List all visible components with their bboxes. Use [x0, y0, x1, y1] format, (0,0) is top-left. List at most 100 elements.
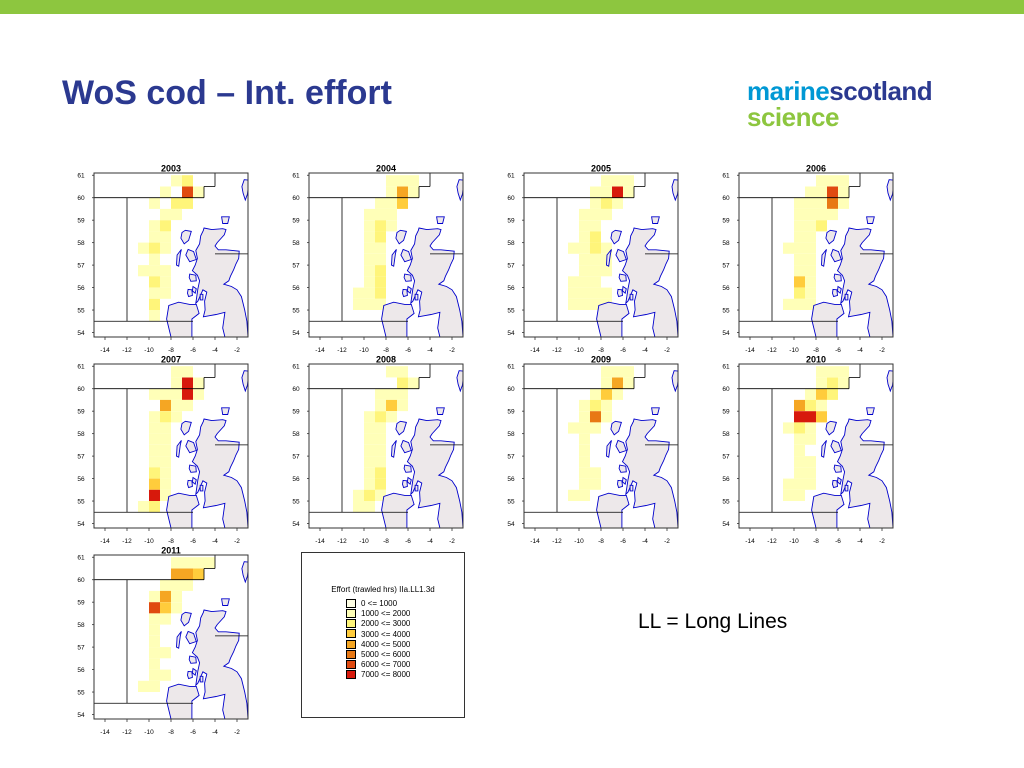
- y-tick-label: 60: [722, 195, 730, 202]
- effort-cell: [171, 590, 182, 603]
- effort-cell: [794, 231, 805, 243]
- effort-cell: [590, 186, 601, 198]
- effort-cell: [149, 310, 160, 322]
- effort-cell: [601, 197, 612, 209]
- effort-cell: [386, 366, 397, 378]
- coastline-island: [606, 249, 612, 267]
- y-tick-label: 54: [722, 330, 730, 337]
- x-tick-label: -14: [530, 347, 540, 354]
- effort-cell: [364, 444, 375, 457]
- y-tick-label: 59: [722, 409, 730, 416]
- effort-cell: [794, 422, 805, 434]
- effort-cell: [816, 175, 827, 187]
- coastline-island: [837, 285, 842, 295]
- effort-cell: [579, 467, 590, 479]
- effort-cell: [601, 175, 612, 187]
- y-tick-label: 60: [77, 577, 85, 584]
- y-tick-label: 56: [722, 476, 730, 483]
- coastline-island: [629, 484, 634, 492]
- coastline-island: [176, 440, 182, 458]
- y-tick-label: 55: [507, 308, 515, 315]
- effort-cell: [827, 208, 838, 221]
- y-tick-label: 54: [77, 521, 85, 528]
- effort-cell: [364, 231, 375, 243]
- effort-cell: [375, 411, 386, 423]
- y-tick-label: 56: [722, 285, 730, 292]
- effort-cell: [579, 433, 590, 445]
- x-tick-label: -14: [745, 347, 755, 354]
- y-tick-label: 55: [292, 499, 300, 506]
- effort-cell: [149, 287, 160, 299]
- effort-cell: [149, 422, 160, 434]
- effort-cell: [160, 422, 171, 434]
- coastline-island: [414, 484, 419, 492]
- effort-cell: [612, 377, 623, 389]
- coastline-island: [180, 229, 192, 245]
- x-tick-label: -14: [100, 538, 110, 545]
- coastline-island: [844, 293, 849, 301]
- x-tick-label: -2: [664, 347, 670, 354]
- effort-cell: [138, 680, 149, 692]
- effort-cell: [805, 276, 816, 288]
- legend-label: 2000 <= 3000: [361, 619, 411, 629]
- effort-cell: [160, 579, 171, 591]
- effort-cell: [601, 186, 612, 198]
- effort-cell: [568, 422, 579, 434]
- effort-cell: [612, 186, 623, 198]
- legend-title: Effort (trawled hrs) IIa.LL1.3d: [331, 585, 435, 594]
- coastline-island: [187, 288, 193, 298]
- effort-cell: [160, 467, 171, 479]
- x-tick-label: -12: [552, 347, 562, 354]
- effort-cell: [805, 456, 816, 468]
- y-tick-label: 55: [77, 308, 85, 315]
- y-tick-label: 58: [77, 622, 85, 629]
- coastline-island: [185, 439, 197, 454]
- effort-map-2003: 2003 61 60 59 58 57 56 55 54 -14 -12 -10 -8 -6 -4 -2: [77, 164, 249, 354]
- effort-cell: [149, 590, 160, 603]
- coastline-island: [618, 273, 627, 282]
- effort-cell: [827, 388, 838, 400]
- effort-cell: [601, 388, 612, 400]
- effort-cell: [375, 478, 386, 490]
- effort-cell: [397, 197, 408, 209]
- x-tick-label: -10: [144, 347, 154, 354]
- x-tick-label: -2: [664, 538, 670, 545]
- coastline-mainland: [191, 227, 248, 337]
- coastline-mainland: [836, 418, 893, 528]
- coastline-island: [185, 630, 197, 645]
- effort-cell: [149, 411, 160, 423]
- effort-cell: [783, 478, 794, 490]
- effort-cell: [160, 388, 171, 400]
- y-tick-label: 57: [507, 454, 515, 461]
- effort-cell: [816, 197, 827, 209]
- x-tick-label: -2: [879, 347, 885, 354]
- effort-cell: [838, 197, 849, 209]
- x-tick-label: -6: [835, 538, 841, 545]
- effort-cell: [171, 602, 182, 614]
- effort-cell: [182, 366, 193, 378]
- effort-cell: [612, 388, 623, 400]
- effort-cell: [794, 197, 805, 209]
- coastline-ireland: [596, 492, 630, 528]
- effort-cell: [816, 388, 827, 400]
- effort-cell: [193, 377, 204, 389]
- map-title: 2009: [591, 355, 611, 365]
- coastline-island: [866, 407, 875, 415]
- y-tick-label: 61: [292, 173, 300, 180]
- x-tick-label: -12: [337, 347, 347, 354]
- y-tick-label: 56: [77, 476, 85, 483]
- effort-cell: [805, 265, 816, 277]
- effort-cell: [386, 208, 397, 221]
- effort-cell: [149, 635, 160, 648]
- effort-cell: [364, 422, 375, 434]
- y-tick-label: 60: [292, 195, 300, 202]
- map-title: 2003: [161, 164, 181, 174]
- effort-cell: [816, 186, 827, 198]
- y-tick-label: 56: [292, 476, 300, 483]
- x-tick-label: -14: [100, 347, 110, 354]
- coastline-mainland: [621, 418, 678, 528]
- y-tick-label: 54: [292, 521, 300, 528]
- y-tick-label: 60: [722, 386, 730, 393]
- map-title: 2005: [591, 164, 611, 174]
- effort-cell: [794, 208, 805, 221]
